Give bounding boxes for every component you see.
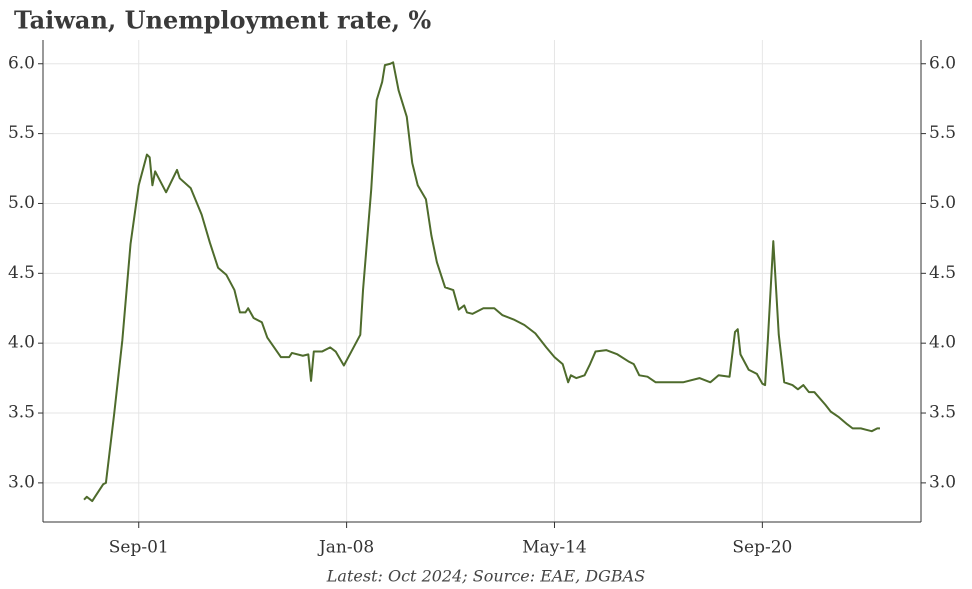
y2-tick-label: 5.0 bbox=[929, 193, 956, 213]
x-tick-label: Sep-20 bbox=[732, 538, 792, 558]
chart-title: Taiwan, Unemployment rate, % bbox=[14, 6, 431, 35]
data-line bbox=[83, 61, 880, 503]
y-tick-label: 4.5 bbox=[8, 263, 35, 283]
source-note: Latest: Oct 2024; Source: EAE, DGBAS bbox=[326, 567, 645, 586]
y-tick-label: 3.0 bbox=[8, 472, 35, 492]
y-tick-label: 5.0 bbox=[8, 193, 35, 213]
y2-tick-label: 3.5 bbox=[929, 403, 956, 423]
y-tick-label: 3.5 bbox=[8, 403, 35, 423]
y2-tick-label: 6.0 bbox=[929, 53, 956, 73]
y2-tick-label: 4.0 bbox=[929, 333, 956, 353]
y2-tick-label: 3.0 bbox=[929, 472, 956, 492]
y-tick-label: 6.0 bbox=[8, 53, 35, 73]
x-tick-label: Sep-01 bbox=[109, 538, 169, 558]
y2-tick-label: 4.5 bbox=[929, 263, 956, 283]
y-tick-label: 4.0 bbox=[8, 333, 35, 353]
x-tick-label: Jan-08 bbox=[317, 538, 374, 558]
y2-tick-label: 5.5 bbox=[929, 123, 956, 143]
y-tick-label: 5.5 bbox=[8, 123, 35, 143]
x-tick-label: May-14 bbox=[522, 538, 587, 558]
